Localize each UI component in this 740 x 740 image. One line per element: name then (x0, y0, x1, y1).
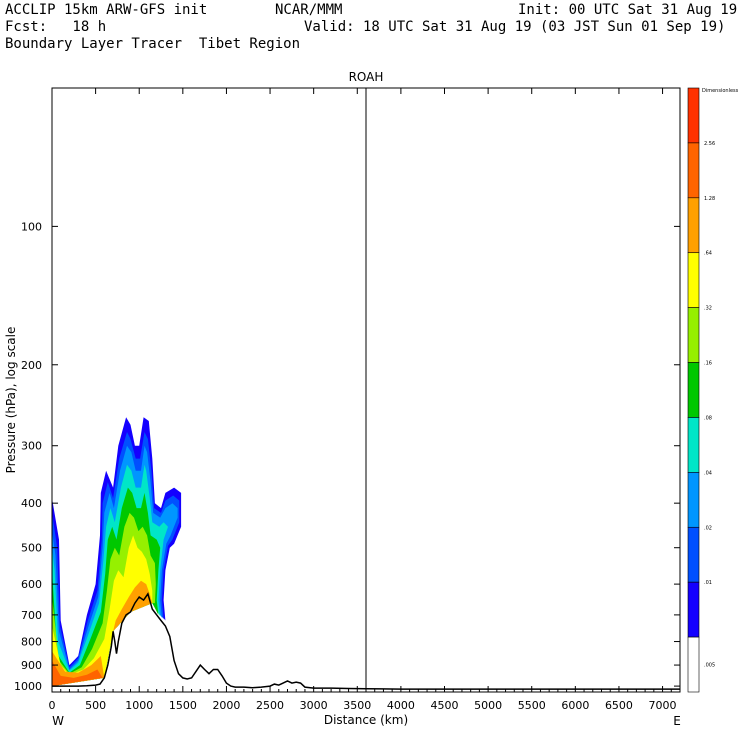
x-tick-label: 1000 (125, 699, 153, 712)
colorbar-units: Dimensionless (702, 88, 739, 94)
colorbar-label: .01 (704, 580, 712, 586)
colorbar-label: .08 (704, 415, 712, 421)
colorbar: .005 .01 .02 .04 .08 .16 .32 .64 1.28 2.56 Dimensi… (687, 87, 739, 693)
colorbar-label: .16 (704, 361, 712, 367)
colorbar-swatch (687, 417, 700, 473)
org-label: NCAR/MMM (275, 2, 343, 18)
colorbar-swatch (687, 142, 700, 199)
colorbar-label: .005 (704, 663, 715, 669)
x-tick-label: 1500 (169, 699, 197, 712)
y-tick-label: 200 (21, 359, 42, 372)
x-tick-label: 3500 (343, 699, 371, 712)
y-tick-label: 100 (21, 220, 42, 233)
x-tick-label: 2000 (212, 699, 240, 712)
colorbar-swatch (687, 526, 700, 583)
terrain-profile (52, 592, 680, 690)
colorbar-swatch (687, 581, 700, 638)
x-tick-label: 4000 (387, 699, 415, 712)
west-end-label: W (52, 714, 64, 728)
y-tick-label: 300 (21, 440, 42, 453)
field-subtitle: Boundary Layer Tracer Tibet Region (5, 36, 301, 52)
x-tick-label: 5000 (474, 699, 502, 712)
chart-title: ROAH (349, 70, 384, 84)
x-tick-label: 5500 (518, 699, 546, 712)
colorbar-swatch (687, 362, 700, 418)
contour-fill-layer (52, 417, 182, 687)
y-axis-ticks: 100 200 300 400 500 600 700 800 900 1000 (14, 220, 680, 693)
colorbar-label: 2.56 (704, 141, 715, 147)
contour-region-9 (52, 660, 103, 687)
y-tick-label: 700 (21, 609, 42, 622)
east-end-label: E (673, 714, 681, 728)
x-tick-label: 7000 (649, 699, 677, 712)
colorbar-label: .04 (704, 470, 712, 476)
x-tick-label: 0 (49, 699, 56, 712)
colorbar-label: .32 (704, 306, 712, 312)
colorbar-label: .02 (704, 525, 712, 531)
y-tick-label: 500 (21, 542, 42, 555)
colorbar-label: 1.28 (704, 196, 715, 202)
y-tick-label: 400 (21, 497, 42, 510)
x-tick-label: 500 (85, 699, 106, 712)
colorbar-swatch (687, 197, 700, 254)
colorbar-swatch (687, 472, 700, 528)
x-tick-label: 6500 (605, 699, 633, 712)
colorbar-swatch (687, 87, 700, 144)
x-tick-label: 2500 (256, 699, 284, 712)
colorbar-swatch (687, 307, 700, 363)
x-tick-label: 6000 (561, 699, 589, 712)
valid-time: Valid: 18 UTC Sat 31 Aug 19 (03 JST Sun … (304, 19, 726, 35)
x-tick-label: 4500 (431, 699, 459, 712)
y-tick-label: 800 (21, 636, 42, 649)
forecast-hour: Fcst: 18 h (5, 19, 107, 35)
colorbar-swatch (687, 636, 700, 693)
contour-region-6 (52, 535, 153, 687)
y-tick-label: 900 (21, 659, 42, 672)
colorbar-label: .64 (704, 251, 712, 257)
colorbar-swatch (687, 252, 700, 308)
x-axis-ticks: 0 500 1000 1500 2000 2500 3000 3500 4000 4500 5000… (49, 88, 677, 712)
y-axis-title: Pressure (hPa), log scale (4, 327, 18, 474)
y-tick-label: 600 (21, 578, 42, 591)
x-axis-title: Distance (km) (324, 713, 408, 727)
model-title: ACCLIP 15km ARW-GFS init (5, 2, 208, 18)
y-tick-label: 1000 (14, 680, 42, 693)
init-time: Init: 00 UTC Sat 31 Aug 19 (518, 2, 738, 18)
x-tick-label: 3000 (300, 699, 328, 712)
